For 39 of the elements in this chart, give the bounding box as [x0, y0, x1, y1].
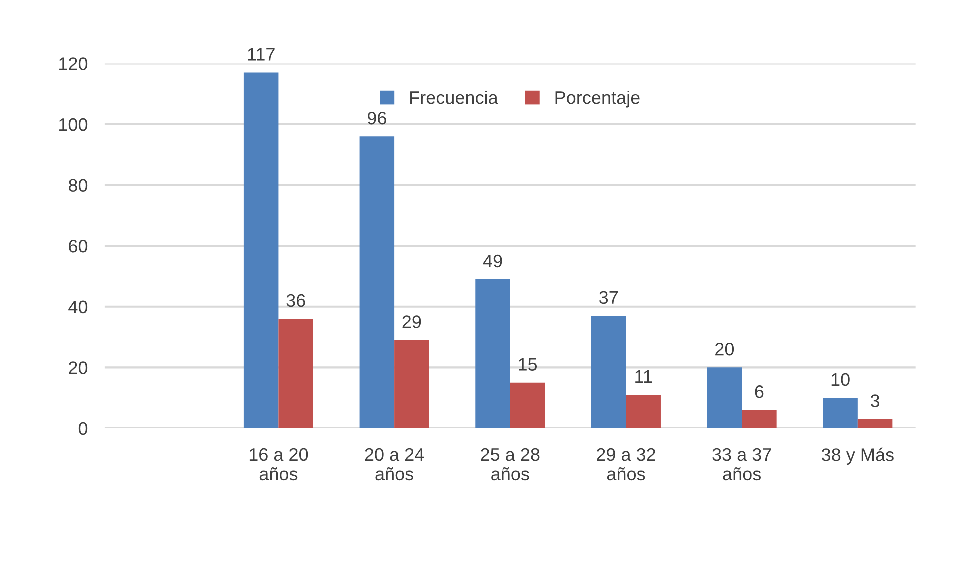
bar [626, 395, 661, 428]
data-label: 49 [483, 254, 502, 268]
data-label: 6 [755, 386, 764, 398]
y-tick-label: 60 [69, 240, 88, 253]
y-tick-label: 120 [60, 58, 88, 70]
bar [707, 368, 742, 428]
data-label: 10 [832, 373, 850, 386]
x-tick-label: 25 a 28 años [481, 448, 540, 481]
data-label: 117 [248, 48, 275, 61]
data-label: 29 [402, 316, 422, 328]
x-tick-label: 20 a 24 años [365, 448, 424, 481]
y-tick-label: 100 [60, 118, 88, 132]
x-tick-label: 38 y Más [822, 448, 894, 465]
data-label: 3 [870, 394, 880, 408]
x-tick-label: 29 a 32 años [597, 448, 656, 481]
y-tick-label: 20 [69, 362, 88, 374]
data-label: 11 [636, 370, 652, 383]
data-label: 36 [286, 294, 306, 308]
bar [360, 136, 395, 428]
x-tick-label: 16 a 20 años [250, 448, 308, 481]
bar [858, 419, 893, 428]
data-label: 20 [716, 342, 734, 356]
bar [394, 340, 430, 428]
bar [476, 280, 510, 428]
bar [742, 410, 777, 428]
bar [278, 319, 314, 428]
legend-label: Frecuencia [410, 90, 498, 104]
bar [510, 382, 546, 428]
bar [591, 316, 626, 428]
legend-label: Porcentaje [556, 90, 640, 108]
y-tick-label: 40 [68, 300, 88, 314]
data-label: 96 [368, 112, 386, 125]
bar [244, 72, 279, 428]
data-label: 15 [519, 358, 538, 371]
y-tick-label: 80 [68, 179, 88, 192]
data-label: 37 [600, 291, 618, 304]
bar [823, 398, 858, 428]
y-tick-label: 0 [78, 422, 88, 436]
x-tick-label: 33 a 37 años [712, 448, 772, 481]
